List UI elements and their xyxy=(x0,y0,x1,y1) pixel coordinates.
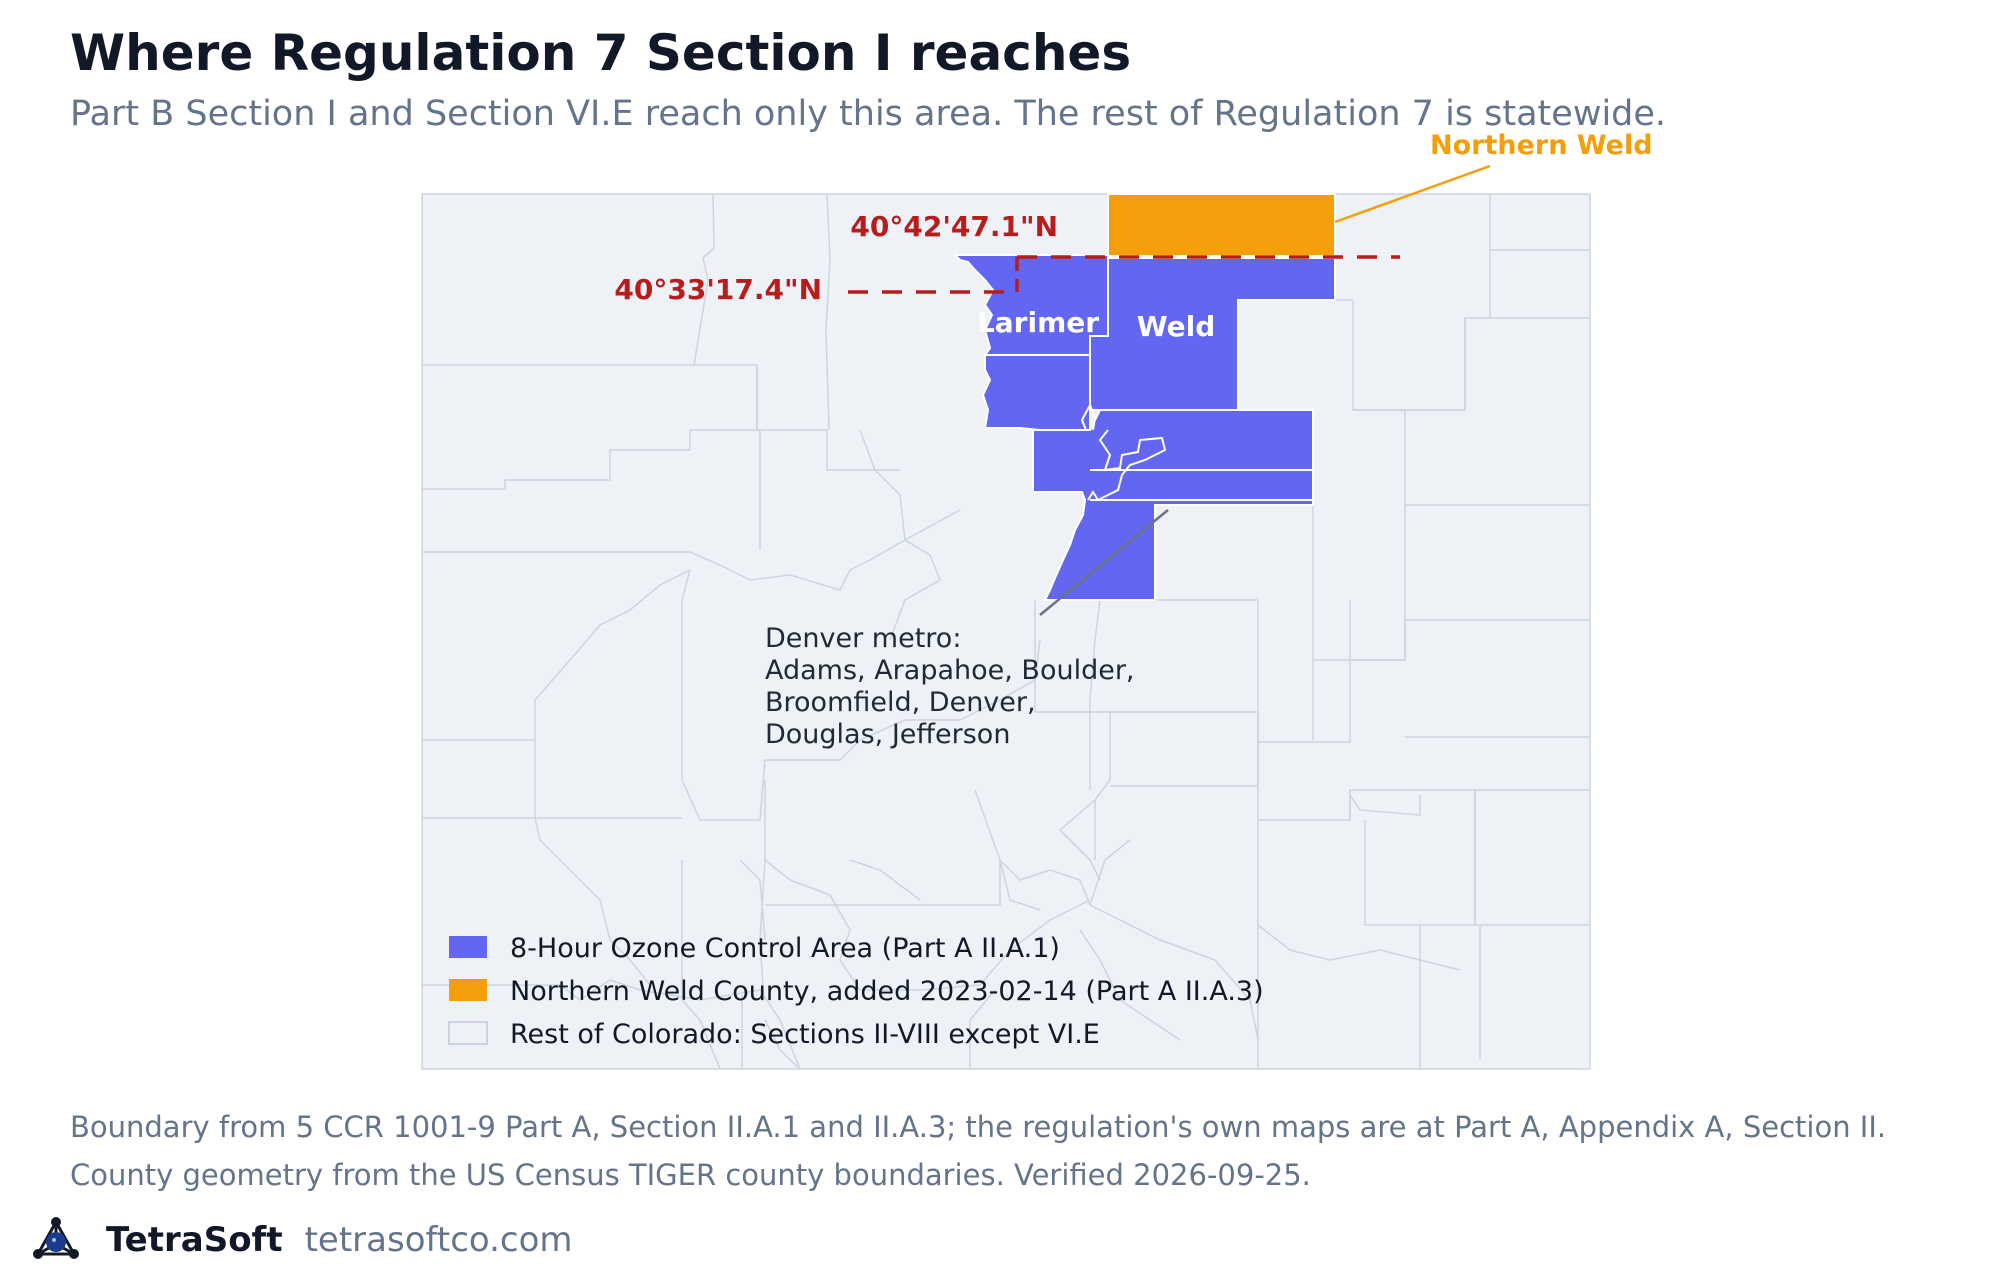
latitude-south-label: 40°33'17.4"N xyxy=(614,273,822,306)
weld-label: Weld xyxy=(1137,310,1216,343)
denver-metro-label: Denver metro: Adams, Arapahoe, Boulder, … xyxy=(765,623,1143,750)
source-note-geometry: County geometry from the US Census TIGER… xyxy=(70,1158,1311,1192)
legend-label-northern-weld: Northern Weld County, added 2023-02-14 (… xyxy=(510,976,1264,1007)
denver-metro-area xyxy=(1032,409,1314,601)
tetrasoft-logo-icon xyxy=(33,1217,79,1259)
legend-swatch-control-area xyxy=(449,936,487,958)
legend-swatch-northern-weld xyxy=(449,979,487,1001)
northern-weld-leader-line xyxy=(1334,164,1491,224)
denver-metro-leader-line xyxy=(1039,509,1169,616)
page-subtitle: Part B Section I and Section VI.E reach … xyxy=(70,94,1667,134)
footer-brand-name: TetraSoft xyxy=(106,1220,283,1260)
latitude-north-label: 40°42'47.1"N xyxy=(850,210,1058,243)
denver-metro-label-line-1: Denver metro: xyxy=(765,623,961,654)
colorado-map: 40°42'47.1"N 40°33'17.4"N Northern Weld … xyxy=(421,130,1653,1070)
denver-metro-label-line-2: Adams, Arapahoe, Boulder, xyxy=(765,655,1135,686)
northern-weld-label: Northern Weld xyxy=(1430,130,1653,161)
larimer-label: Larimer xyxy=(977,306,1099,339)
footer-brand-url[interactable]: tetrasoftco.com xyxy=(304,1220,573,1260)
legend-label-control-area: 8-Hour Ozone Control Area (Part A II.A.1… xyxy=(510,933,1060,964)
metro-internal-lines xyxy=(1080,402,1313,502)
county-boundaries xyxy=(422,193,1590,1070)
legend-swatch-rest-of-colorado xyxy=(448,1021,488,1045)
ozone-control-area xyxy=(952,254,1336,601)
page-title: Where Regulation 7 Section I reaches xyxy=(70,24,1132,82)
source-note-boundary: Boundary from 5 CCR 1001-9 Part A, Secti… xyxy=(70,1110,1887,1144)
denver-metro-label-line-3: Broomfield, Denver, xyxy=(765,687,1036,718)
denver-metro-label-line-4: Douglas, Jefferson xyxy=(765,719,1010,750)
map-legend: 8-Hour Ozone Control Area (Part A II.A.1… xyxy=(448,933,1264,1050)
footer-brand: TetraSoft tetrasoftco.com xyxy=(30,1210,573,1270)
larimer-county-area-lower xyxy=(981,354,1091,431)
northern-weld-area xyxy=(1107,193,1336,257)
legend-label-rest-of-colorado: Rest of Colorado: Sections II-VIII excep… xyxy=(510,1019,1100,1050)
